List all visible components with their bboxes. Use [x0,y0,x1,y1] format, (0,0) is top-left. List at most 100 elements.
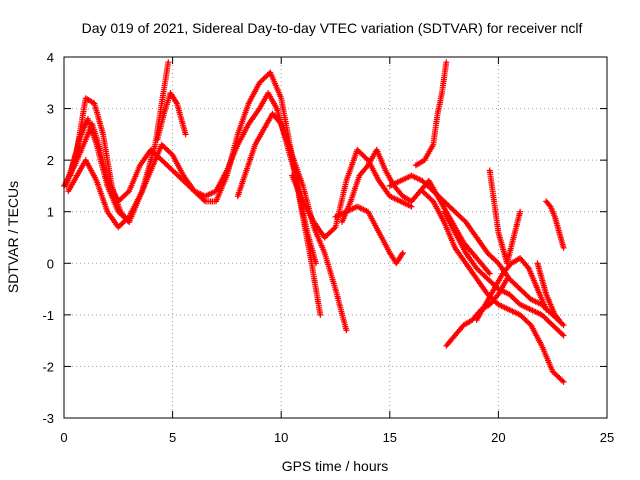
data-point [432,143,435,146]
data-point [388,195,391,198]
data-point [414,164,418,167]
y-tick-label: 3 [47,102,54,117]
data-point [140,189,144,193]
data-point [540,313,544,317]
data-point [401,195,405,198]
data-point [544,293,548,296]
data-point [301,200,305,203]
series-track-15 [486,167,524,267]
data-point [203,200,207,203]
data-point [421,179,424,182]
data-point [388,184,391,188]
data-point [544,308,548,311]
data-point [84,97,87,100]
data-point [540,277,544,280]
data-point [475,277,478,280]
data-point [518,210,522,213]
data-markers [486,167,524,267]
data-point [562,380,565,384]
x-tick-label: 10 [274,430,288,445]
data-point [384,169,387,172]
y-tick-label: -2 [42,359,54,374]
data-point [75,174,79,177]
grid [64,57,607,418]
data-point [334,215,337,219]
data-point [427,179,431,182]
data-point [486,251,489,255]
data-point [262,128,266,131]
data-point [551,370,554,373]
data-point [445,344,448,347]
data-point [442,210,446,213]
data-point [345,179,348,182]
series-track-13 [441,208,567,339]
x-tick-label: 15 [383,430,397,445]
y-tick-label: 4 [47,50,54,65]
data-point [154,143,157,146]
data-point [84,138,87,141]
data-point [464,251,468,255]
data-point [510,262,513,265]
data-point [399,200,402,203]
y-tick-label: 0 [47,256,54,271]
data-point [553,215,557,219]
data-point [497,303,500,306]
data-point [505,277,509,280]
series-track-4 [67,115,133,225]
data-point [527,267,531,270]
data-point [518,287,522,291]
series-track-6 [234,110,350,334]
data-point [86,117,90,121]
data-point [471,318,474,322]
data-point [462,323,465,327]
data-point [505,262,509,265]
data-point [501,246,504,250]
data-point [440,91,444,95]
data-point [64,184,68,188]
data-point [67,189,70,193]
data-point [110,184,113,188]
data-point [167,60,170,64]
data-point [544,200,548,203]
data-point [518,313,522,317]
data-point [518,256,522,260]
data-point [280,122,283,126]
y-tick-label: -1 [42,308,54,323]
data-point [236,195,239,198]
data-point [310,262,313,265]
data-point [203,195,207,198]
data-point [479,262,483,265]
x-tick-label: 0 [60,430,67,445]
data-point [93,102,96,105]
data-point [536,287,539,291]
data-point [245,169,248,172]
data-point [247,122,250,126]
data-markers [443,275,511,349]
data-point [356,148,359,152]
data-point [356,205,359,208]
data-point [247,102,250,105]
data-point [549,205,552,208]
data-point [464,262,468,265]
data-point [193,189,196,193]
data-point [475,267,478,270]
data-point [266,91,270,95]
data-markers [412,59,450,169]
data-point [529,298,533,301]
series-track-17 [534,260,563,323]
series-track-16 [473,255,550,323]
data-point [529,308,533,311]
data-point [445,60,448,64]
data-point [106,210,109,213]
data-point [401,251,405,255]
data-point [236,133,239,136]
data-point [410,174,413,177]
data-point [558,318,561,322]
y-tick-label: 1 [47,205,54,220]
data-point [117,225,120,229]
data-point [529,323,533,327]
data-point [334,225,337,229]
data-point [138,164,142,167]
data-point [432,189,435,193]
